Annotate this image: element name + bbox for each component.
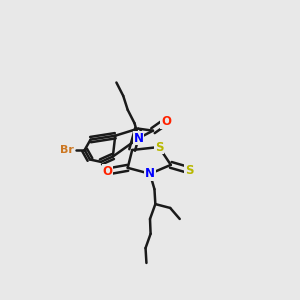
Text: N: N bbox=[145, 167, 155, 180]
Text: N: N bbox=[134, 132, 144, 145]
Text: S: S bbox=[155, 140, 163, 154]
Text: Br: Br bbox=[60, 145, 74, 155]
Text: O: O bbox=[103, 165, 113, 178]
Text: O: O bbox=[161, 115, 171, 128]
Text: S: S bbox=[185, 164, 194, 177]
